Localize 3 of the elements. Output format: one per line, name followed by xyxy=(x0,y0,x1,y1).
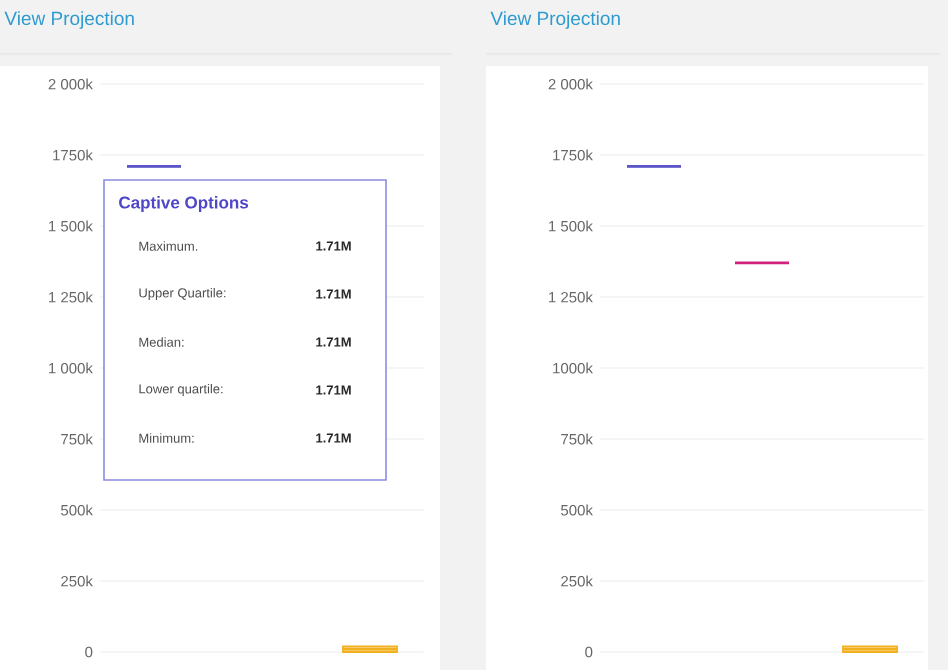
annotation: Captive Options xyxy=(119,196,249,212)
chart-title: View Projection xyxy=(490,11,620,29)
chart-title: View Projection xyxy=(4,11,134,29)
